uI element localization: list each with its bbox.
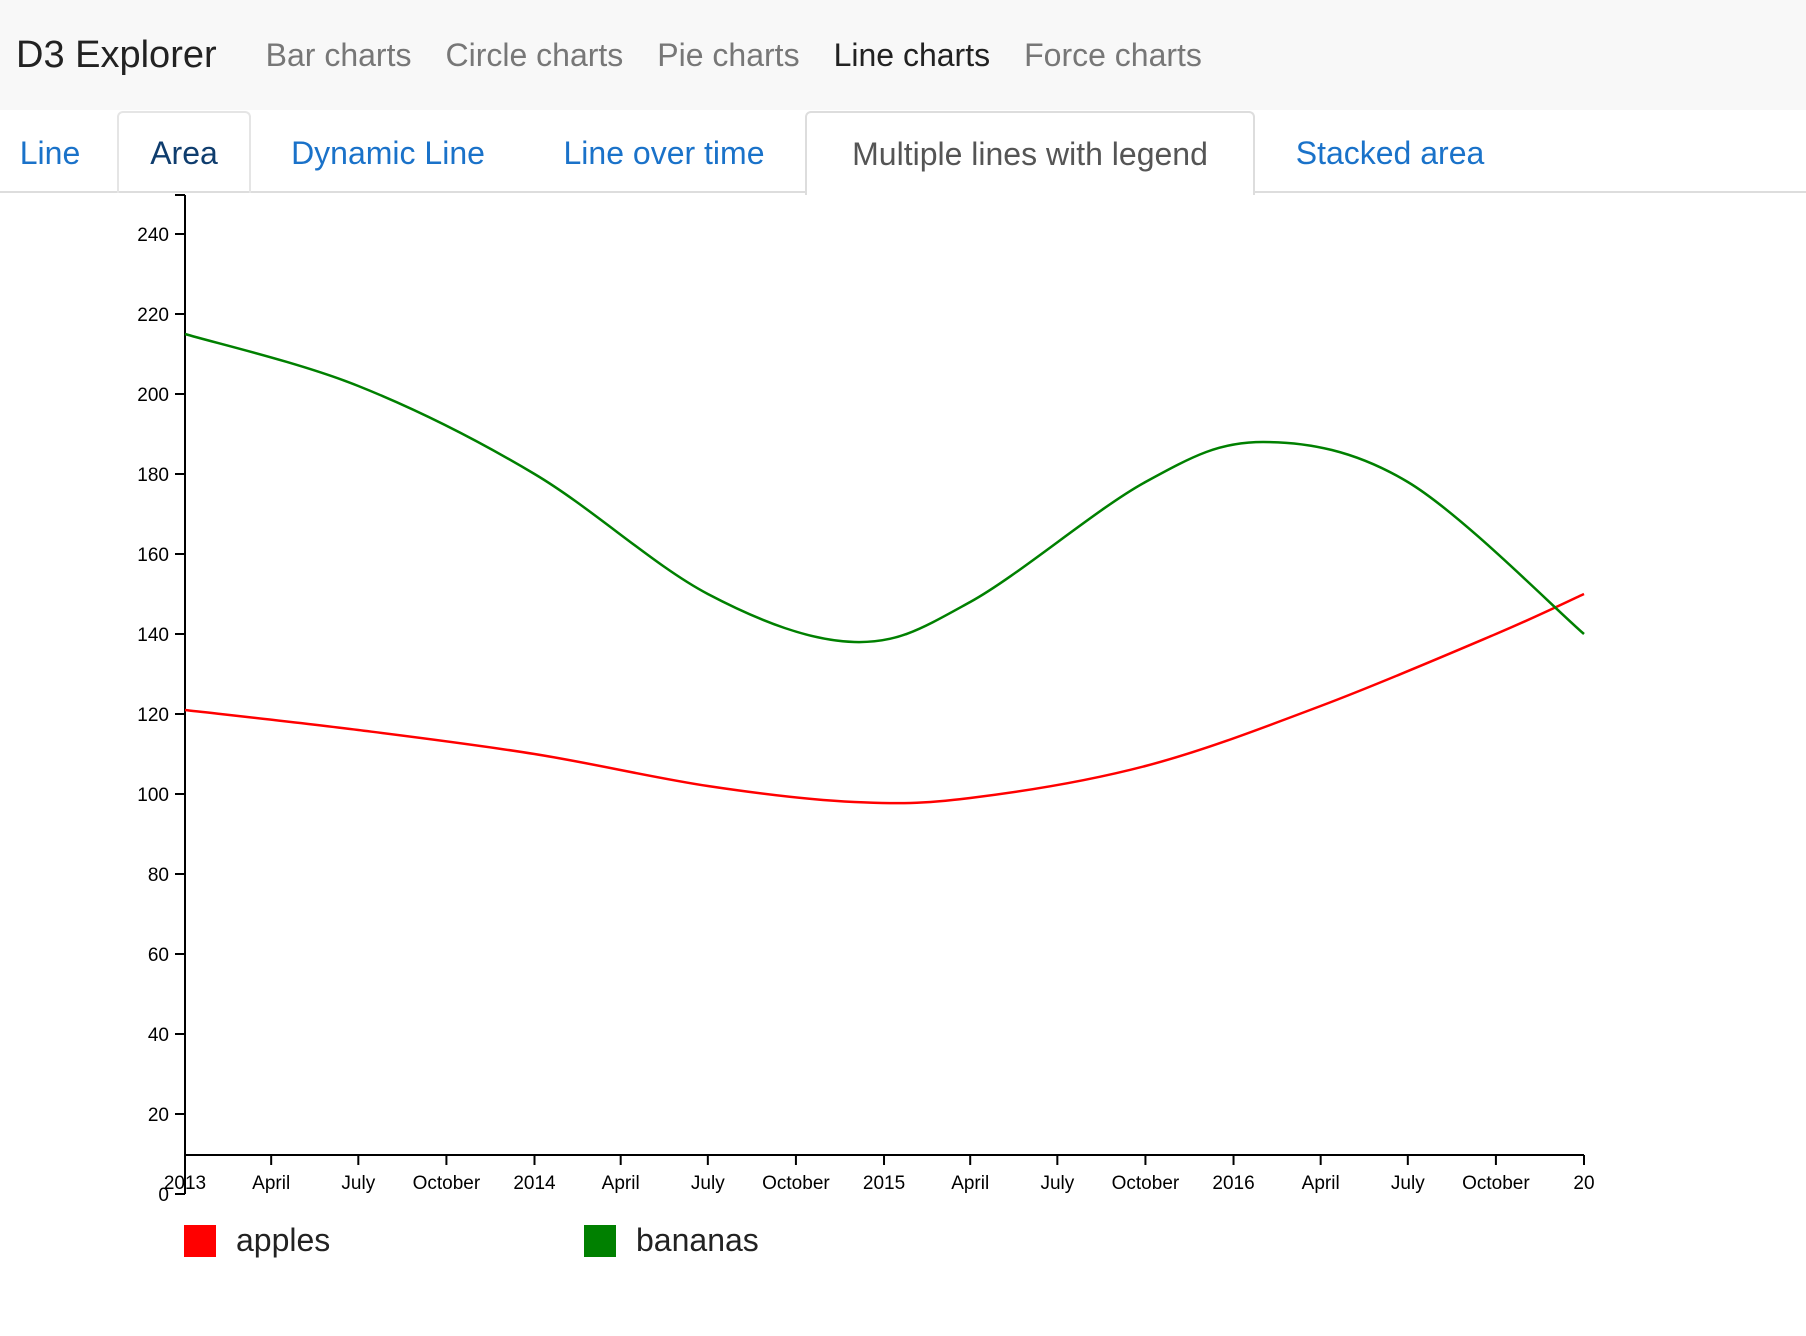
y-tick-label: 140 (137, 625, 169, 646)
x-tick-label: 20 (1573, 1173, 1594, 1194)
tab-stacked-area[interactable]: Stacked area (1295, 134, 1485, 171)
series-line-apples (184, 592, 1585, 805)
x-tick-label: July (691, 1173, 725, 1194)
navbar: D3 Explorer Bar charts Circle charts Pie… (0, 0, 1806, 110)
y-tick-label: 160 (137, 545, 169, 566)
x-tick-label: October (1112, 1173, 1180, 1194)
nav-item-force-charts[interactable]: Force charts (1024, 36, 1202, 73)
x-tick-label: April (252, 1173, 290, 1194)
x-tick-label: July (1040, 1173, 1074, 1194)
brand[interactable]: D3 Explorer (16, 33, 217, 76)
x-tick-label: July (1391, 1173, 1425, 1194)
legend: apples bananas (0, 1222, 1806, 1292)
y-tick-label: 100 (137, 785, 169, 806)
tab-dynamic-line[interactable]: Dynamic Line (291, 134, 485, 171)
legend-label-bananas: bananas (636, 1222, 759, 1258)
legend-label-apples: apples (236, 1222, 331, 1258)
nav-item-line-charts[interactable]: Line charts (833, 36, 991, 73)
series-layer (184, 332, 1585, 805)
legend-swatch-bananas (584, 1224, 616, 1257)
x-tick-label: 2015 (863, 1173, 905, 1194)
tab-multiple-lines-with-legend[interactable]: Multiple lines with legend (805, 111, 1255, 195)
y-tick-label: 120 (137, 705, 169, 726)
y-tick-label: 40 (148, 1025, 169, 1046)
x-tick-label: October (413, 1173, 481, 1194)
line-chart: 20 40 60 80 100 120 140 160 180 200 220 240 0 2013 Ap… (137, 194, 1595, 1206)
y-tick-label: 20 (148, 1105, 169, 1126)
legend-item-bananas: bananas (584, 1222, 759, 1259)
nav-item-pie-charts[interactable]: Pie charts (657, 36, 800, 73)
tab-line[interactable]: Line (19, 134, 81, 171)
y-tick-label: 60 (148, 945, 169, 966)
x-tick-label: July (341, 1173, 375, 1194)
series-line-bananas (184, 332, 1585, 644)
x-tick-label: April (602, 1173, 640, 1194)
y-tick-label: 180 (137, 465, 169, 486)
x-axis: 2013 April July October 2014 April July October… (164, 1154, 1595, 1194)
x-tick-label: 2013 (164, 1173, 206, 1194)
x-tick-label: October (1462, 1173, 1530, 1194)
y-axis: 20 40 60 80 100 120 140 160 180 200 220 240 0 (137, 194, 186, 1206)
y-tick-label: 220 (137, 305, 169, 326)
y-tick-label: 240 (137, 225, 169, 246)
x-tick-label: April (951, 1173, 989, 1194)
legend-item-apples: apples (184, 1222, 330, 1259)
x-tick-label: 2014 (513, 1173, 556, 1194)
tab-area[interactable]: Area (117, 111, 251, 193)
y-tick-label: 200 (137, 385, 169, 406)
nav-item-circle-charts[interactable]: Circle charts (445, 36, 624, 73)
x-tick-label: 2016 (1212, 1173, 1254, 1194)
legend-swatch-apples (184, 1224, 216, 1257)
tab-line-over-time[interactable]: Line over time (563, 134, 765, 171)
chart-tabs: Line Area Dynamic Line Line over time Mu… (0, 110, 1806, 195)
y-tick-label: 80 (148, 865, 169, 886)
nav-item-bar-charts[interactable]: Bar charts (265, 36, 412, 73)
y-tick-label-origin: 0 (158, 1185, 169, 1206)
x-tick-label: October (762, 1173, 830, 1194)
x-tick-label: April (1302, 1173, 1340, 1194)
